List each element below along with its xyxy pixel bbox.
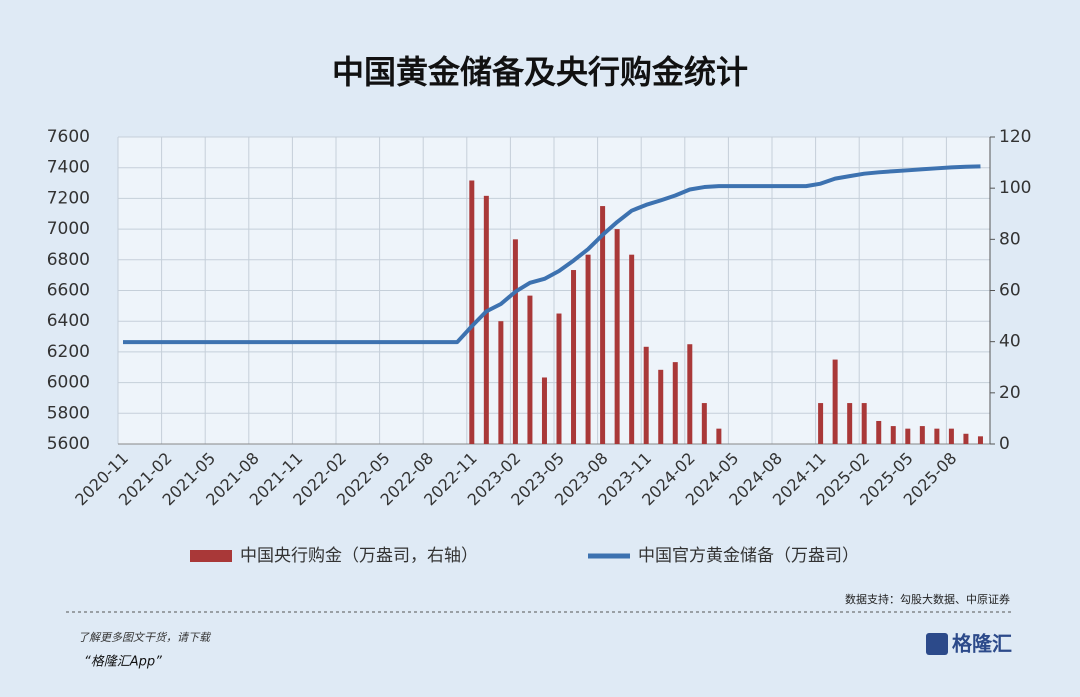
logo: 格隆汇 [952, 632, 1012, 656]
y-tick-label: 6800 [47, 250, 90, 270]
y-tick-label: 5800 [47, 403, 90, 423]
y-tick-label: 7400 [47, 158, 90, 178]
y2-tick-label: 40 [999, 332, 1021, 352]
bar [687, 344, 693, 444]
bar [919, 426, 925, 444]
chart-title: 中国黄金储备及央行购金统计 [332, 53, 748, 91]
bar [571, 270, 577, 444]
bar [847, 403, 853, 444]
y-tick-label: 6000 [47, 373, 90, 393]
bar [469, 180, 475, 444]
y-tick-label: 6400 [47, 311, 90, 331]
y2-tick-label: 80 [999, 229, 1021, 249]
bar [672, 362, 678, 444]
y-tick-label: 5600 [47, 434, 90, 454]
bar [629, 254, 635, 444]
bar [818, 403, 824, 444]
y-tick-label: 7200 [47, 188, 90, 208]
bar [963, 433, 969, 444]
y2-tick-label: 120 [999, 127, 1031, 147]
bar [600, 206, 606, 444]
bar [498, 321, 504, 444]
line [123, 164, 981, 345]
bar [527, 295, 533, 444]
bar [934, 428, 940, 444]
legend-label: 中国官方黄金储备（万盎司） [638, 546, 859, 566]
bar [483, 195, 489, 444]
legend-label: 中国央行购金（万盎司，右轴） [240, 546, 478, 566]
bar [716, 428, 722, 444]
bar [905, 428, 911, 444]
bar [832, 359, 838, 444]
source: 数据支持：勾股大数据、中原证券 [845, 592, 1010, 606]
y2-tick-label: 20 [999, 383, 1021, 403]
bar [614, 229, 620, 444]
bar [512, 239, 518, 444]
bar [861, 403, 867, 444]
y-tick-label: 7600 [47, 127, 90, 147]
y-tick-label: 6600 [47, 281, 90, 301]
y2-tick-label: 0 [999, 434, 1010, 454]
logo-icon [926, 633, 948, 655]
footer-note: 了解更多图文干货，请下载 [78, 631, 212, 644]
bar [541, 377, 547, 444]
bar [658, 369, 664, 444]
footer-app: “格隆汇App” [84, 655, 162, 670]
y-tick-label: 7000 [47, 219, 90, 239]
legend-swatch [190, 550, 232, 562]
bar [948, 428, 954, 444]
bar [643, 346, 649, 444]
bar [876, 420, 882, 444]
bar [556, 313, 562, 444]
bar [977, 436, 983, 444]
bar [890, 426, 896, 444]
y2-tick-label: 100 [999, 178, 1031, 198]
y-tick-label: 6200 [47, 342, 90, 362]
y2-tick-label: 60 [999, 281, 1021, 301]
bar [585, 254, 591, 444]
bar [701, 403, 707, 444]
